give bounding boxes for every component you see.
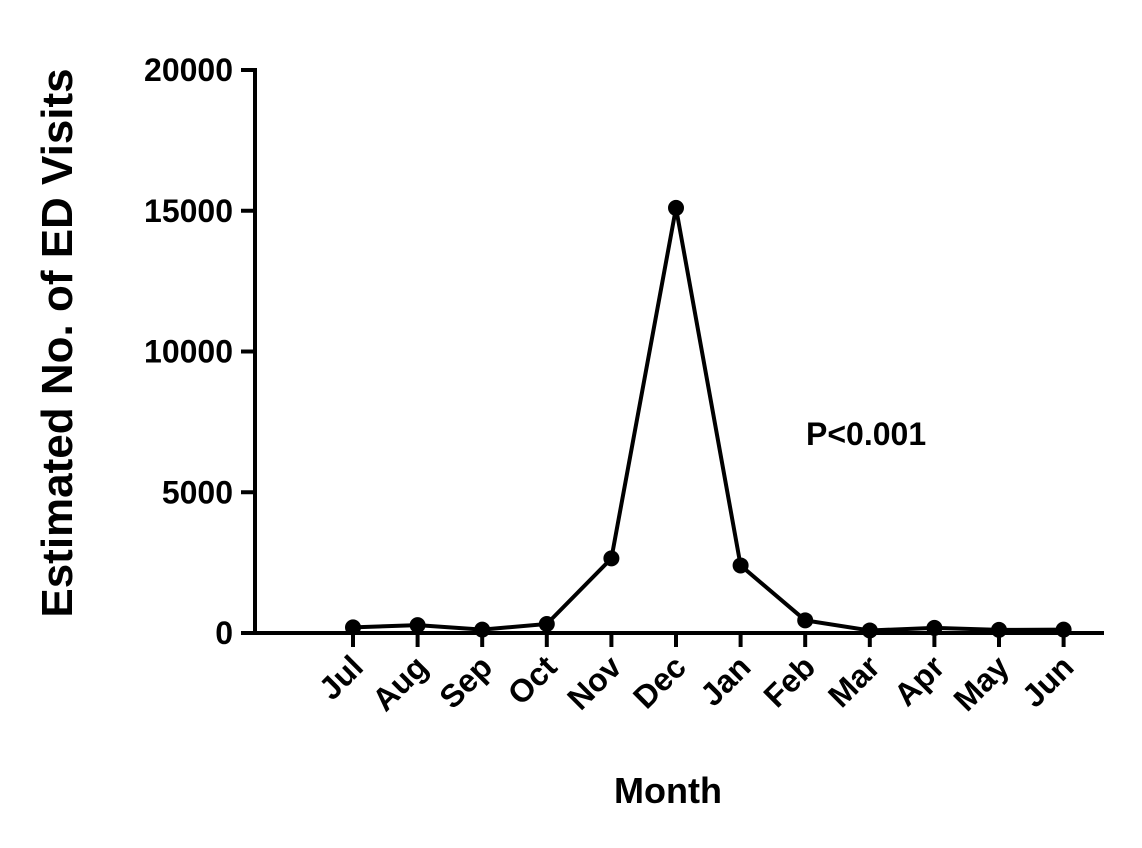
plot-area bbox=[345, 199, 1072, 639]
y-tick-label: 15000 bbox=[144, 193, 233, 229]
y-axis-title: Estimated No. of ED Visits bbox=[33, 68, 82, 617]
data-point bbox=[1055, 621, 1072, 638]
data-point bbox=[603, 550, 620, 567]
x-tick-label: May bbox=[946, 648, 1016, 718]
data-point bbox=[991, 621, 1007, 638]
y-tick-label: 5000 bbox=[162, 474, 233, 510]
y-tick-label: 0 bbox=[215, 615, 233, 651]
data-point bbox=[926, 619, 943, 636]
data-point bbox=[861, 622, 878, 639]
x-tick-label: Nov bbox=[560, 648, 628, 716]
data-markers bbox=[345, 199, 1072, 639]
data-point bbox=[474, 621, 491, 638]
data-point bbox=[409, 617, 426, 634]
x-tick-label: Dec bbox=[626, 648, 693, 715]
data-point bbox=[345, 619, 361, 636]
data-point bbox=[538, 615, 555, 632]
x-tick-label: Jan bbox=[693, 648, 757, 712]
y-tick-label: 10000 bbox=[144, 334, 233, 370]
data-point bbox=[668, 199, 684, 216]
y-tick-label: 20000 bbox=[144, 52, 233, 88]
p-value-annotation: P<0.001 bbox=[806, 416, 926, 452]
x-tick-label: Jun bbox=[1015, 648, 1081, 714]
y-ticks: 0 5000 10000 15000 20000 bbox=[144, 52, 255, 651]
x-tick-label: Apr bbox=[887, 648, 951, 712]
x-tick-label: Jul bbox=[312, 648, 370, 706]
x-tick-label: Aug bbox=[365, 648, 434, 717]
x-axis-title: Month bbox=[614, 770, 722, 811]
x-tick-label: Sep bbox=[432, 648, 499, 715]
y-axis: 0 5000 10000 15000 20000 bbox=[144, 52, 257, 651]
series-line bbox=[352, 207, 1064, 633]
x-tick-label: Feb bbox=[756, 648, 822, 714]
data-point bbox=[797, 612, 814, 629]
data-point bbox=[732, 557, 749, 574]
x-tick-label: Mar bbox=[821, 648, 887, 714]
x-tick-label: Oct bbox=[501, 648, 564, 711]
